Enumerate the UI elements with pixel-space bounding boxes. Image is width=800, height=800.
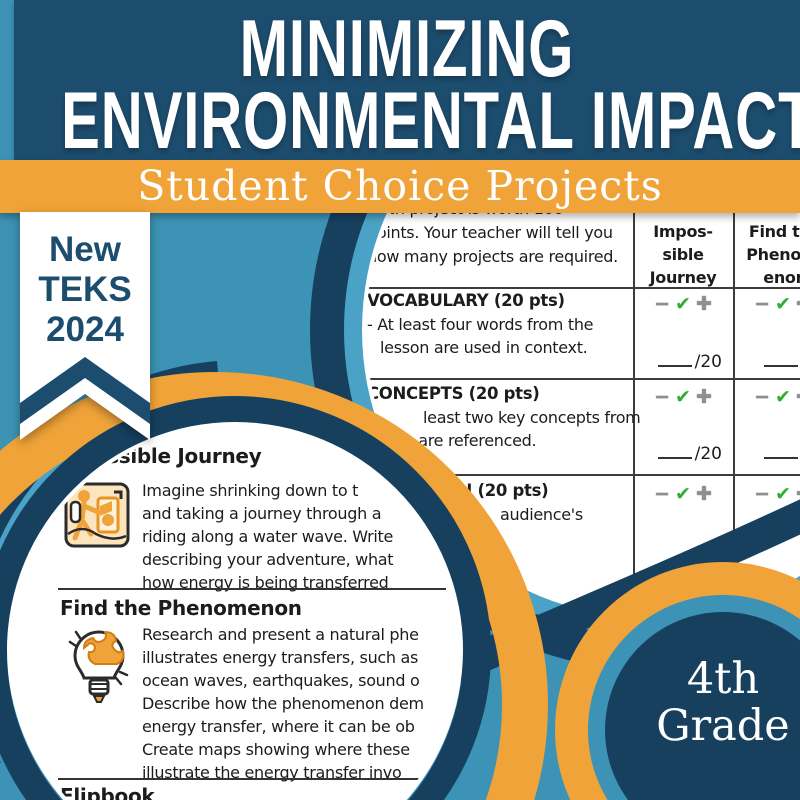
rubric-intro-line: how many projects are required. xyxy=(367,247,618,266)
score-blank: /20 xyxy=(742,352,800,372)
ribbon-chevron xyxy=(20,357,150,424)
section-divider xyxy=(58,778,446,780)
rating-icons: − ✔ ✚ xyxy=(645,387,721,407)
project-text-line: describing your adventure, what xyxy=(142,550,394,569)
score-label: /20 xyxy=(694,444,722,464)
col-header-line: Impos- xyxy=(653,222,713,241)
ribbon-line-teks: TEKS xyxy=(38,270,132,309)
subtitle-text: Student Choice Projects xyxy=(137,162,663,210)
rating-icons: − ✔ ✚ xyxy=(745,294,800,314)
rubric-row-heading: VOCABULARY (20 pts) xyxy=(367,291,565,310)
rubric-row-desc: least two key concepts from xyxy=(423,408,641,427)
check-icon: ✔ xyxy=(775,293,791,315)
table-hline xyxy=(366,287,800,289)
col-header-line: Journey xyxy=(649,268,717,287)
rubric-row-heading: CONCEPTS (20 pts) xyxy=(367,384,540,403)
rubric-row-desc: audience's xyxy=(500,505,583,524)
col-header-line: Find the xyxy=(748,222,800,241)
page-title-line2: ENVIRONMENTAL IMPACT xyxy=(61,74,800,166)
plus-icon: ✚ xyxy=(796,484,800,504)
rating-icons: − ✔ ✚ xyxy=(645,294,721,314)
plus-icon: ✚ xyxy=(796,294,800,314)
score-line xyxy=(657,445,692,459)
project-text-line: energy transfer, where it can be ob xyxy=(142,717,415,736)
grade-badge-line: 4th xyxy=(686,654,760,704)
minus-icon: − xyxy=(654,386,671,408)
project-text-line: ocean waves, earthquakes, sound o xyxy=(142,671,420,690)
check-icon: ✔ xyxy=(775,483,791,505)
projects-circle-ring xyxy=(0,396,491,800)
project-text-line: Research and present a natural phe xyxy=(142,625,419,644)
table-hline xyxy=(366,474,800,476)
grade-badge: 4th Grade xyxy=(613,656,800,750)
project-text-line: and taking a journey through a xyxy=(142,504,382,523)
project-text-line: illustrate the energy transfer invo xyxy=(142,763,402,782)
check-icon: ✔ xyxy=(675,293,691,315)
rubric-intro-line: points. Your teacher will tell you xyxy=(367,223,613,242)
score-line xyxy=(763,445,798,459)
grade-badge-line: Grade xyxy=(656,701,790,751)
table-vline xyxy=(733,190,735,614)
rubric-row-desc: - At least four words from the xyxy=(367,315,594,334)
project-text-line: Create maps showing where these xyxy=(142,740,410,759)
check-icon: ✔ xyxy=(775,386,791,408)
table-vline xyxy=(633,190,635,614)
hiker-map-icon xyxy=(64,482,130,548)
minus-icon: − xyxy=(754,386,771,408)
subtitle-banner: Student Choice Projects xyxy=(0,160,800,213)
rating-icons: − ✔ ✚ xyxy=(745,484,800,504)
rubric-column-header: Find the Phenom- enon xyxy=(735,220,800,289)
lightbulb-puzzle-icon xyxy=(68,630,129,703)
check-icon: ✔ xyxy=(675,386,691,408)
score-label: /20 xyxy=(694,352,722,372)
project-text-line: Describe how the phenomenon dem xyxy=(142,694,424,713)
score-line xyxy=(657,353,692,367)
project-text-line: riding along a water wave. Write xyxy=(142,527,394,546)
rubric-column-header: Impos- sible Journey xyxy=(633,220,733,289)
plus-icon: ✚ xyxy=(695,293,712,315)
title-banner: MINIMIZING ENVIRONMENTAL IMPACT xyxy=(14,0,800,165)
score-blank: /20 xyxy=(636,444,722,464)
section-divider xyxy=(58,588,446,590)
check-icon: ✔ xyxy=(675,483,691,505)
col-header-line: enon xyxy=(763,268,800,287)
table-hline xyxy=(366,378,800,380)
ribbon-line-year: 2024 xyxy=(46,310,124,349)
minus-icon: − xyxy=(754,483,771,505)
project-heading: Find the Phenomenon xyxy=(60,596,302,620)
page-title-line1: MINIMIZING xyxy=(239,2,575,94)
badge-navy-circle xyxy=(605,612,800,800)
rubric-row-desc: lesson are used in context. xyxy=(380,338,588,357)
project-text-line: Imagine shrinking down to t xyxy=(142,481,359,500)
project-text-line: how energy is being transferred xyxy=(142,573,389,592)
col-header-line: sible xyxy=(662,245,704,264)
score-blank: /20 xyxy=(636,352,722,372)
rating-icons: − ✔ ✚ xyxy=(745,387,800,407)
minus-icon: − xyxy=(654,293,671,315)
plus-icon: ✚ xyxy=(796,387,800,407)
project-text-line: illustrates energy transfers, such as xyxy=(142,648,419,667)
plus-icon: ✚ xyxy=(695,483,712,505)
score-blank: /20 xyxy=(742,444,800,464)
minus-icon: − xyxy=(754,293,771,315)
col-header-line: Phenom- xyxy=(746,245,800,264)
project-heading: Flipbook xyxy=(60,784,155,800)
rating-icons: − ✔ ✚ xyxy=(645,484,721,504)
ribbon-line-new: New xyxy=(49,230,121,269)
plus-icon: ✚ xyxy=(695,386,712,408)
minus-icon: − xyxy=(654,483,671,505)
score-line xyxy=(763,353,798,367)
orange-swoosh-ring xyxy=(0,372,548,800)
